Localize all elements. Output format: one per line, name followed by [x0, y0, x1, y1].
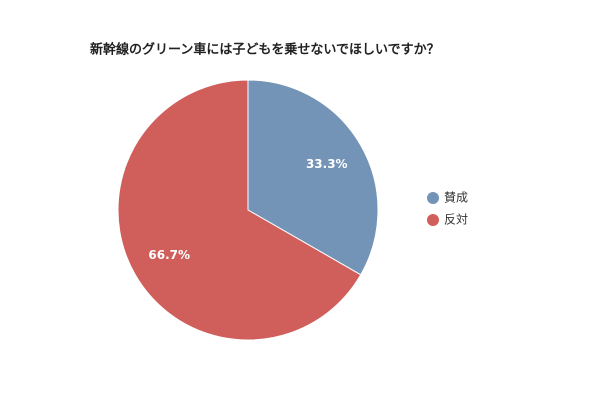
- legend-label: 反対: [444, 213, 468, 227]
- chart-title: 新幹線のグリーン車には子どもを乗せないでほしいですか？: [90, 42, 440, 58]
- pie-slice: [117, 79, 362, 341]
- data-label: 66.7%: [148, 248, 190, 262]
- data-label: 33.3%: [306, 157, 348, 171]
- legend-label: 賛成: [444, 191, 468, 205]
- legend-marker: [427, 214, 439, 226]
- pie-slice: [247, 79, 379, 276]
- legend-marker: [427, 192, 439, 204]
